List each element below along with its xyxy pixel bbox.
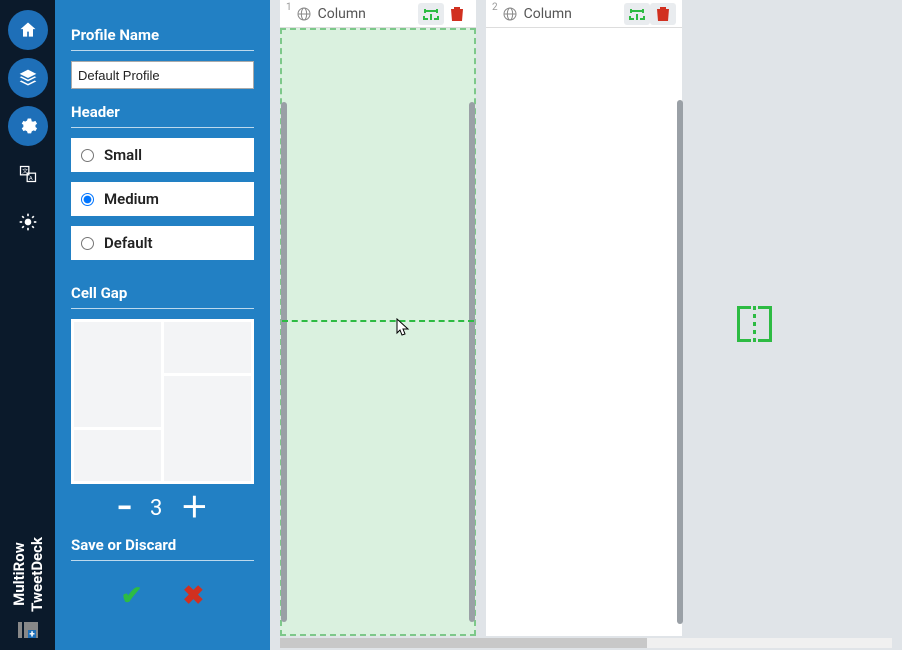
column-delete-button[interactable] — [650, 3, 676, 25]
radio-small[interactable] — [81, 149, 94, 162]
translate-icon: 文A — [18, 164, 38, 184]
globe-icon — [296, 6, 312, 22]
cellgap-title: Cell Gap — [71, 284, 254, 302]
column-header: 2 Column — [486, 0, 682, 28]
cellgap-increment[interactable]: ＋ — [180, 494, 208, 522]
horizontal-scrollbar[interactable] — [280, 638, 892, 648]
nav-layers[interactable] — [8, 58, 48, 98]
split-icon — [628, 6, 646, 22]
brightness-icon — [18, 212, 38, 232]
svg-text:+: + — [29, 629, 35, 640]
split-guide — [282, 320, 474, 322]
radio-medium[interactable] — [81, 193, 94, 206]
column-header: 1 Column — [280, 0, 476, 28]
brand-text: MultiRowTweetDeck — [10, 537, 46, 612]
home-icon — [18, 20, 38, 40]
header-title: Header — [71, 103, 254, 121]
scroll-indicator — [677, 100, 683, 624]
column-split-button[interactable] — [624, 3, 650, 25]
trash-icon — [450, 6, 464, 22]
discard-button[interactable]: ✖ — [183, 581, 205, 611]
column-split-button[interactable] — [418, 3, 444, 25]
column-body[interactable] — [486, 28, 682, 636]
insert-column-marker[interactable] — [737, 306, 772, 342]
trash-icon — [656, 6, 670, 22]
nav-home[interactable] — [8, 10, 48, 50]
nav-translate[interactable]: 文A — [8, 154, 48, 194]
globe-icon — [502, 6, 518, 22]
column-number: 1 — [286, 2, 292, 13]
profile-name-input[interactable] — [71, 61, 254, 89]
column-2[interactable]: 2 Column — [486, 0, 682, 636]
column-label: Column — [318, 6, 366, 22]
cellgap-decrement[interactable]: − — [117, 494, 132, 522]
cellgap-value: 3 — [150, 496, 162, 521]
header-option-small[interactable]: Small — [71, 138, 254, 172]
save-button[interactable]: ✔ — [121, 581, 143, 611]
radio-default[interactable] — [81, 237, 94, 250]
split-icon — [422, 6, 440, 22]
option-label: Small — [104, 146, 142, 164]
header-option-medium[interactable]: Medium — [71, 182, 254, 216]
column-1[interactable]: 1 Column — [280, 0, 476, 636]
option-label: Medium — [104, 190, 159, 208]
column-delete-button[interactable] — [444, 3, 470, 25]
header-option-default[interactable]: Default — [71, 226, 254, 260]
cellgap-stepper: − 3 ＋ — [71, 494, 254, 522]
save-title: Save or Discard — [71, 536, 254, 554]
scroll-indicator — [469, 102, 475, 622]
svg-text:A: A — [28, 176, 32, 182]
nav-rail: 文A MultiRowTweetDeck + — [0, 0, 55, 650]
profile-name-title: Profile Name — [71, 26, 254, 44]
column-body[interactable] — [280, 28, 476, 636]
settings-panel: Profile Name Header Small Medium Default… — [55, 0, 270, 650]
column-number: 2 — [492, 2, 498, 13]
workspace: 1 Column 2 Column — [270, 0, 902, 650]
nav-theme[interactable] — [8, 202, 48, 242]
layers-icon — [18, 68, 38, 88]
nav-settings[interactable] — [8, 106, 48, 146]
gear-icon — [18, 116, 38, 136]
column-label: Column — [524, 6, 572, 22]
option-label: Default — [104, 234, 153, 252]
column-add-icon[interactable]: + — [16, 620, 40, 640]
cellgap-preview — [71, 319, 254, 484]
scroll-indicator — [281, 102, 287, 622]
svg-text:文: 文 — [22, 167, 28, 175]
